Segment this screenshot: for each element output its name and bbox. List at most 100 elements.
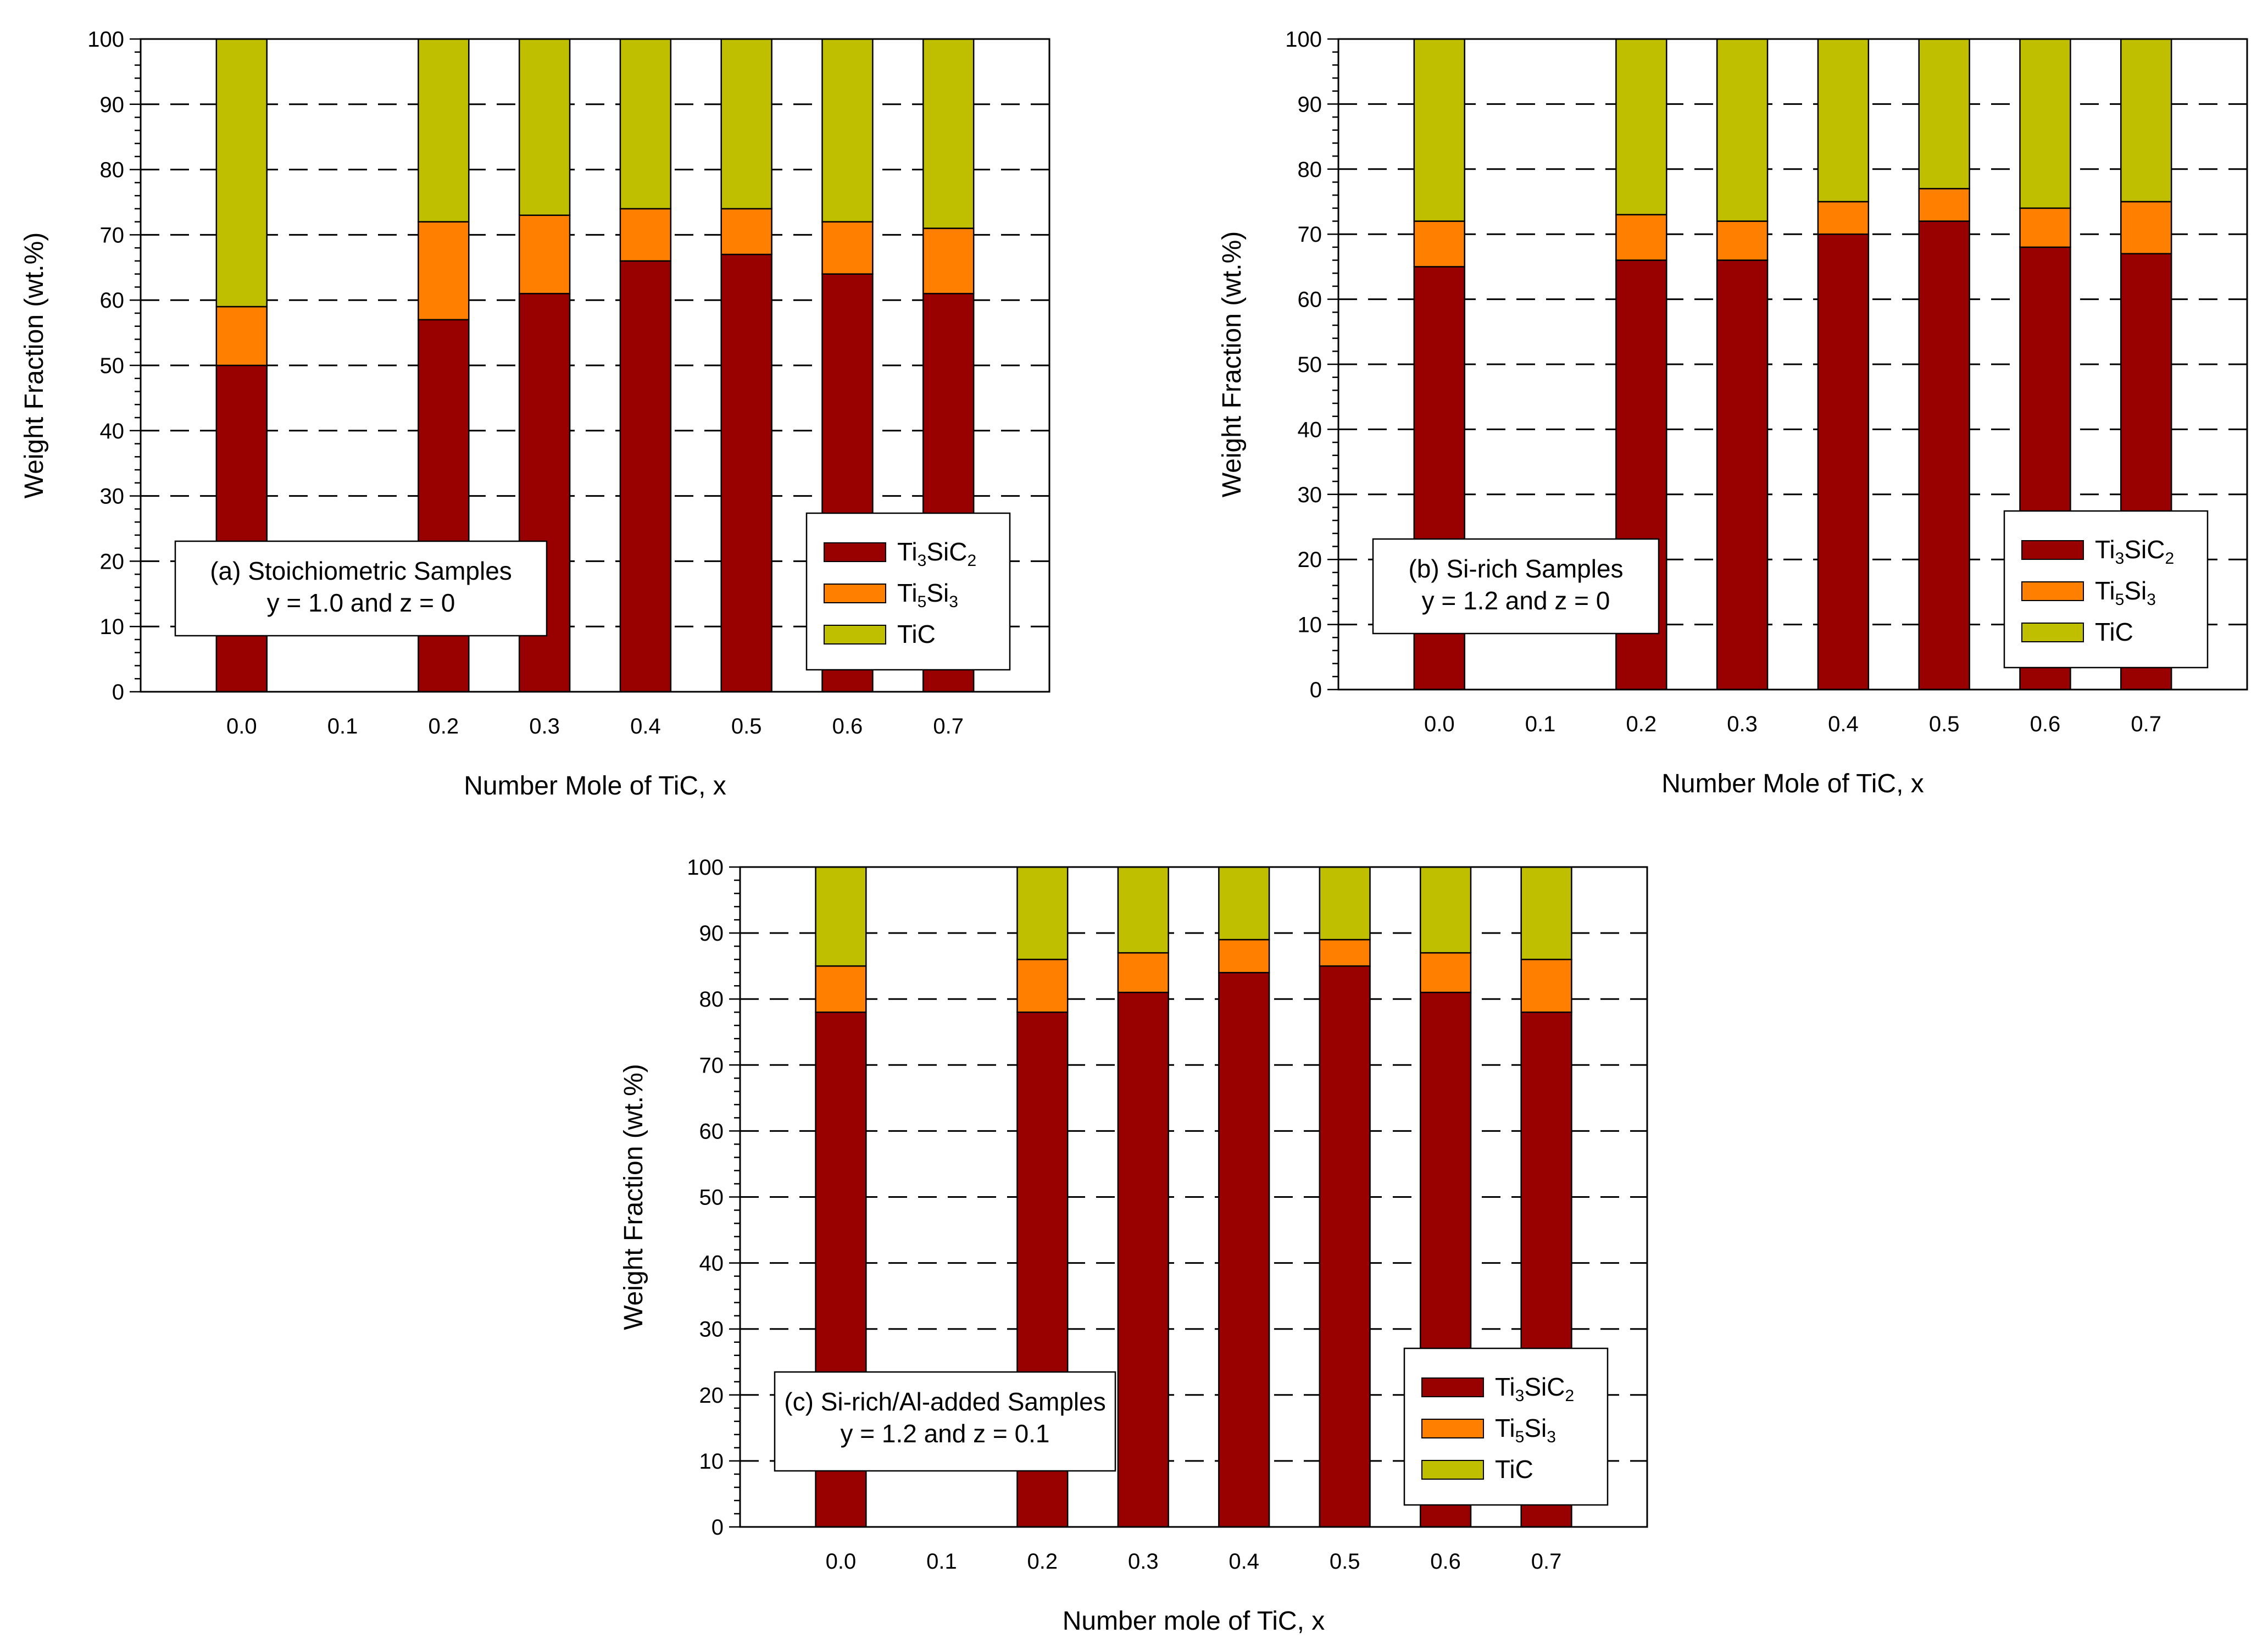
annotation-line-1: (a) Stoichiometric Samples <box>210 557 512 585</box>
annotation-box: (b) Si-rich Samples y = 1.2 and z = 0 <box>1372 538 1660 635</box>
y-tick-label: 100 <box>687 855 724 880</box>
bar-tic-0.6 <box>1420 866 1472 954</box>
y-tick-label: 80 <box>1298 158 1322 182</box>
y-tick-label: 0 <box>112 680 124 704</box>
bar-ti5si3-0.6 <box>1420 952 1472 993</box>
bar-tic-0.2 <box>418 38 470 223</box>
chart-panel-c: 0 10 20 30 40 50 60 70 80 90 100 0.0 0.1 0.2 0.3 0.4 0.5… <box>619 855 1648 1636</box>
legend-label-ti5si3: Ti5Si3 <box>897 579 958 611</box>
bar-ti3sic2-0.0 <box>215 364 268 693</box>
bar-ti3sic2-0.5 <box>720 253 772 693</box>
bar-ti3sic2-0.5 <box>1918 220 1970 691</box>
y-tick-label: 70 <box>1298 223 1322 247</box>
y-tick-label: 40 <box>100 419 125 443</box>
bar-ti5si3-0.5 <box>1918 188 1970 222</box>
annotation-box: (c) Si-rich/Al-added Samples y = 1.2 and … <box>774 1371 1116 1472</box>
bar-tic-0.3 <box>1716 38 1769 222</box>
x-axis-title: Number Mole of TiC, x <box>464 771 726 801</box>
x-tick-label: 0.7 <box>1531 1549 1562 1574</box>
y-tick-label: 10 <box>1298 613 1322 637</box>
legend-label-ti3sic2: Ti3SiC2 <box>897 537 976 570</box>
x-tick-label: 0.6 <box>832 714 863 738</box>
bar-tic-0.7 <box>922 38 975 229</box>
bar-ti5si3-0.5 <box>1319 938 1371 967</box>
x-tick-label: 0.3 <box>1128 1549 1159 1574</box>
legend-swatch-ti3sic2 <box>1421 1377 1484 1397</box>
legend-label-ti5si3: Ti5Si3 <box>2095 576 2156 609</box>
bar-tic-0.3 <box>518 38 571 216</box>
y-tick-label: 40 <box>699 1252 724 1276</box>
x-tick-label: 0.2 <box>429 714 459 738</box>
annotation-line-1: (c) Si-rich/Al-added Samples <box>784 1387 1105 1416</box>
bar-ti5si3-0.4 <box>1218 938 1270 974</box>
bar-ti5si3-0.0 <box>815 965 867 1013</box>
y-tick-label: 20 <box>1298 548 1322 572</box>
legend-label-ti3sic2: Ti3SiC2 <box>1495 1373 1574 1405</box>
bar-ti5si3-0.2 <box>1615 214 1667 261</box>
legend-swatch-tic <box>1421 1460 1484 1480</box>
bar-tic-0.2 <box>1615 38 1667 215</box>
legend-label-tic: TiC <box>897 620 936 648</box>
bar-tic-0.3 <box>1117 866 1169 954</box>
annotation-box: (a) Stoichiometric Samples y = 1.0 and z … <box>174 540 548 637</box>
x-tick-label: 0.0 <box>1424 712 1455 736</box>
x-tick-label: 0.2 <box>1027 1549 1058 1574</box>
legend: Ti3SiC2 Ti5Si3 TiC <box>805 512 1011 671</box>
y-tick-label: 50 <box>100 354 125 378</box>
x-tick-label: 0.1 <box>926 1549 957 1574</box>
y-tick-label: 70 <box>699 1053 724 1077</box>
y-tick-label: 10 <box>699 1449 724 1474</box>
bar-tic-0.5 <box>1319 866 1371 941</box>
legend: Ti3SiC2 Ti5Si3 TiC <box>1403 1347 1609 1506</box>
y-tick-label: 60 <box>100 288 125 313</box>
y-tick-label: 90 <box>699 921 724 946</box>
y-tick-label: 20 <box>100 549 125 574</box>
legend-swatch-ti3sic2 <box>824 542 886 562</box>
x-tick-label: 0.6 <box>2030 712 2061 736</box>
x-tick-label: 0.2 <box>1626 712 1657 736</box>
x-tick-label: 0.1 <box>1525 712 1556 736</box>
y-tick-label: 60 <box>1298 288 1322 312</box>
bar-ti3sic2-0.3 <box>1716 259 1769 691</box>
y-tick-label: 20 <box>699 1384 724 1408</box>
annotation-line-1: (b) Si-rich Samples <box>1408 554 1623 583</box>
y-axis-title: Weight Fraction (wt.%) <box>1218 231 1247 498</box>
bar-tic-0.7 <box>2120 38 2172 203</box>
bar-ti5si3-0.2 <box>1016 958 1069 1013</box>
bar-ti3sic2-0.3 <box>1117 991 1169 1528</box>
legend-label-ti3sic2: Ti3SiC2 <box>2095 535 2174 568</box>
bar-ti5si3-0.4 <box>1817 201 1870 235</box>
legend: Ti3SiC2 Ti5Si3 TiC <box>2003 510 2209 669</box>
x-tick-label: 0.4 <box>1228 1549 1259 1574</box>
bar-tic-0.4 <box>1817 38 1870 203</box>
y-tick-label: 0 <box>711 1515 724 1540</box>
annotation-line-2: y = 1.0 and z = 0 <box>267 588 455 617</box>
bar-ti3sic2-0.4 <box>1218 971 1270 1528</box>
x-tick-label: 0.7 <box>2131 712 2161 736</box>
legend-label-ti5si3: Ti5Si3 <box>1495 1414 1556 1446</box>
x-tick-label: 0.3 <box>529 714 560 738</box>
y-tick-label: 80 <box>100 158 125 182</box>
bar-tic-0.0 <box>815 866 867 967</box>
y-tick-label: 90 <box>100 93 125 117</box>
legend-label-tic: TiC <box>2095 618 2133 646</box>
y-axis-title: Weight Fraction (wt.%) <box>20 232 49 499</box>
y-axis-title: Weight Fraction (wt.%) <box>619 1064 648 1330</box>
y-tick-label: 60 <box>699 1119 724 1143</box>
bar-ti5si3-0.0 <box>1413 220 1465 268</box>
bar-ti5si3-0.4 <box>619 208 672 262</box>
x-axis-title: Number Mole of TiC, x <box>1661 769 1924 798</box>
y-tick-label: 50 <box>699 1186 724 1210</box>
x-tick-label: 0.5 <box>731 714 762 738</box>
bar-tic-0.0 <box>215 38 268 308</box>
bar-tic-0.4 <box>1218 866 1270 941</box>
y-tick-label: 50 <box>1298 353 1322 377</box>
bar-ti3sic2-0.4 <box>619 260 672 693</box>
annotation-line-2: y = 1.2 and z = 0 <box>1422 586 1610 615</box>
annotation-line-2: y = 1.2 and z = 0.1 <box>840 1419 1049 1448</box>
y-tick-label: 0 <box>1310 678 1322 702</box>
legend-swatch-ti5si3 <box>2021 581 2084 601</box>
bar-ti5si3-0.0 <box>215 305 268 366</box>
x-tick-label: 0.1 <box>327 714 358 738</box>
